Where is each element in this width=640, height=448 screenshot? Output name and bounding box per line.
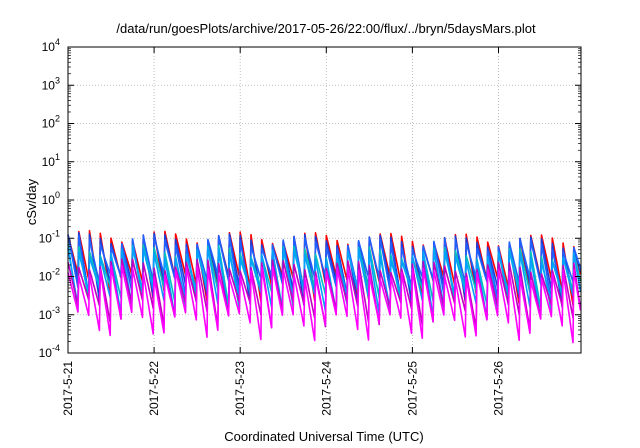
x-axis-label: Coordinated Universal Time (UTC) (224, 429, 423, 444)
y-tick-label: 101 (42, 152, 60, 169)
x-tick-label: 2017-5-26 (491, 361, 505, 416)
x-tick-label: 2017-5-21 (61, 361, 75, 416)
x-tick-label: 2017-5-23 (233, 361, 247, 416)
y-axis: 10-4 10-3 10-2 10-1 100 101 102 103 104 (39, 37, 581, 360)
chart-title: /data/run/goesPlots/archive/2017-05-26/2… (116, 21, 536, 36)
y-tick-label: 103 (42, 75, 60, 92)
x-axis: 2017-5-21 2017-5-22 2017-5-23 2017-5-24 2017… (61, 47, 505, 416)
y-tick-label: 100 (42, 190, 60, 207)
x-tick-label: 2017-5-25 (405, 361, 419, 416)
x-tick-label: 2017-5-22 (147, 361, 161, 416)
y-tick-label: 10-3 (39, 305, 60, 322)
y-tick-label: 10-2 (39, 267, 60, 284)
y-tick-label: 104 (42, 37, 60, 54)
x-tick-label: 2017-5-24 (319, 361, 333, 416)
y-axis-label: cSv/day (24, 178, 39, 225)
series-line (67, 264, 582, 344)
series-layer (67, 229, 582, 344)
y-tick-label: 10-4 (39, 343, 60, 360)
y-tick-label: 10-1 (39, 228, 60, 245)
y-tick-label: 102 (42, 114, 60, 131)
